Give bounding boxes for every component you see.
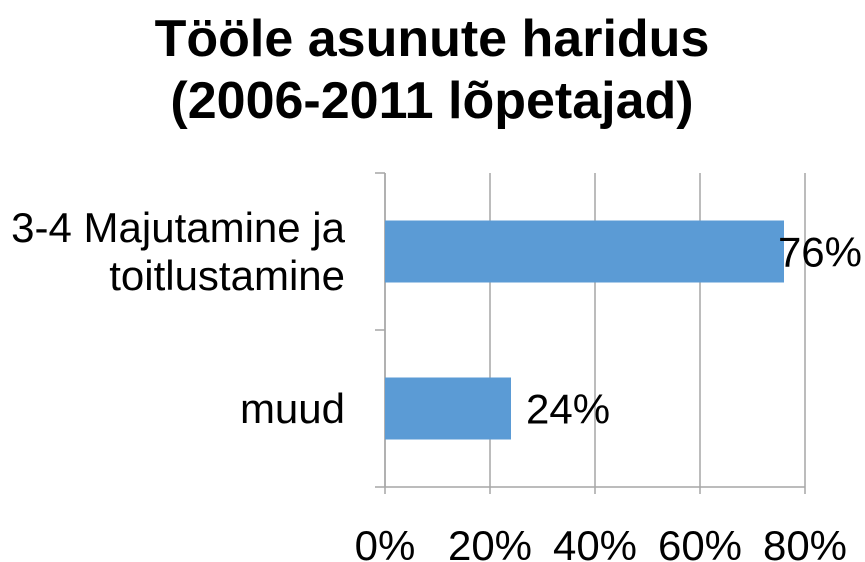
x-tick-label: 40% <box>553 522 637 562</box>
x-tick-label: 60% <box>658 522 742 562</box>
data-label: 24% <box>526 386 610 433</box>
y-tick-label: muud <box>239 384 345 432</box>
bar <box>385 220 784 283</box>
x-tick-label: 0% <box>355 522 416 562</box>
x-tick-label: 20% <box>448 522 532 562</box>
data-label: 76% <box>778 229 862 276</box>
chart-title: Tööle asunute haridus (2006-2011 lõpetaj… <box>154 10 710 130</box>
x-tick-label: 80% <box>763 522 847 562</box>
y-tick-label: 3-4 Majutamine ja toitlustamine <box>11 203 345 299</box>
bar <box>385 377 511 440</box>
